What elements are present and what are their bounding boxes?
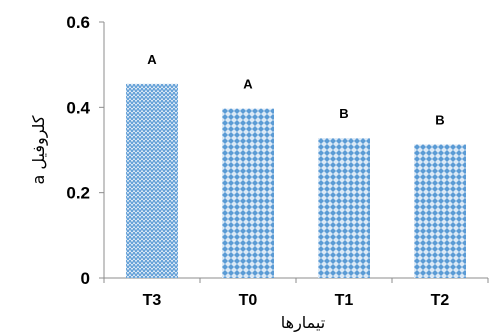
bar-t1: [318, 138, 370, 278]
significance-label: A: [243, 77, 253, 92]
x-tick-label: T3: [143, 292, 162, 309]
bars: [126, 83, 466, 278]
labels: A T3 A T0 B T1 B T2: [143, 52, 450, 309]
x-tick-label: T1: [335, 292, 354, 309]
y-tick-label: 0.2: [66, 184, 90, 203]
bar-t3: [126, 83, 178, 278]
significance-label: B: [435, 112, 444, 127]
x-axis-label: تیمارها: [281, 313, 325, 333]
y-tick-label: 0.6: [66, 13, 90, 32]
y-tick-label: 0: [81, 269, 90, 288]
x-tick-label: T0: [239, 292, 258, 309]
x-tick-label: T2: [431, 292, 450, 309]
y-tick-label: 0.4: [66, 98, 90, 117]
bar-t0: [222, 108, 274, 278]
significance-label: B: [339, 106, 348, 121]
bar-t2: [414, 144, 466, 278]
y-axis-label: کلروفیل a: [29, 115, 49, 184]
significance-label: A: [147, 52, 157, 67]
